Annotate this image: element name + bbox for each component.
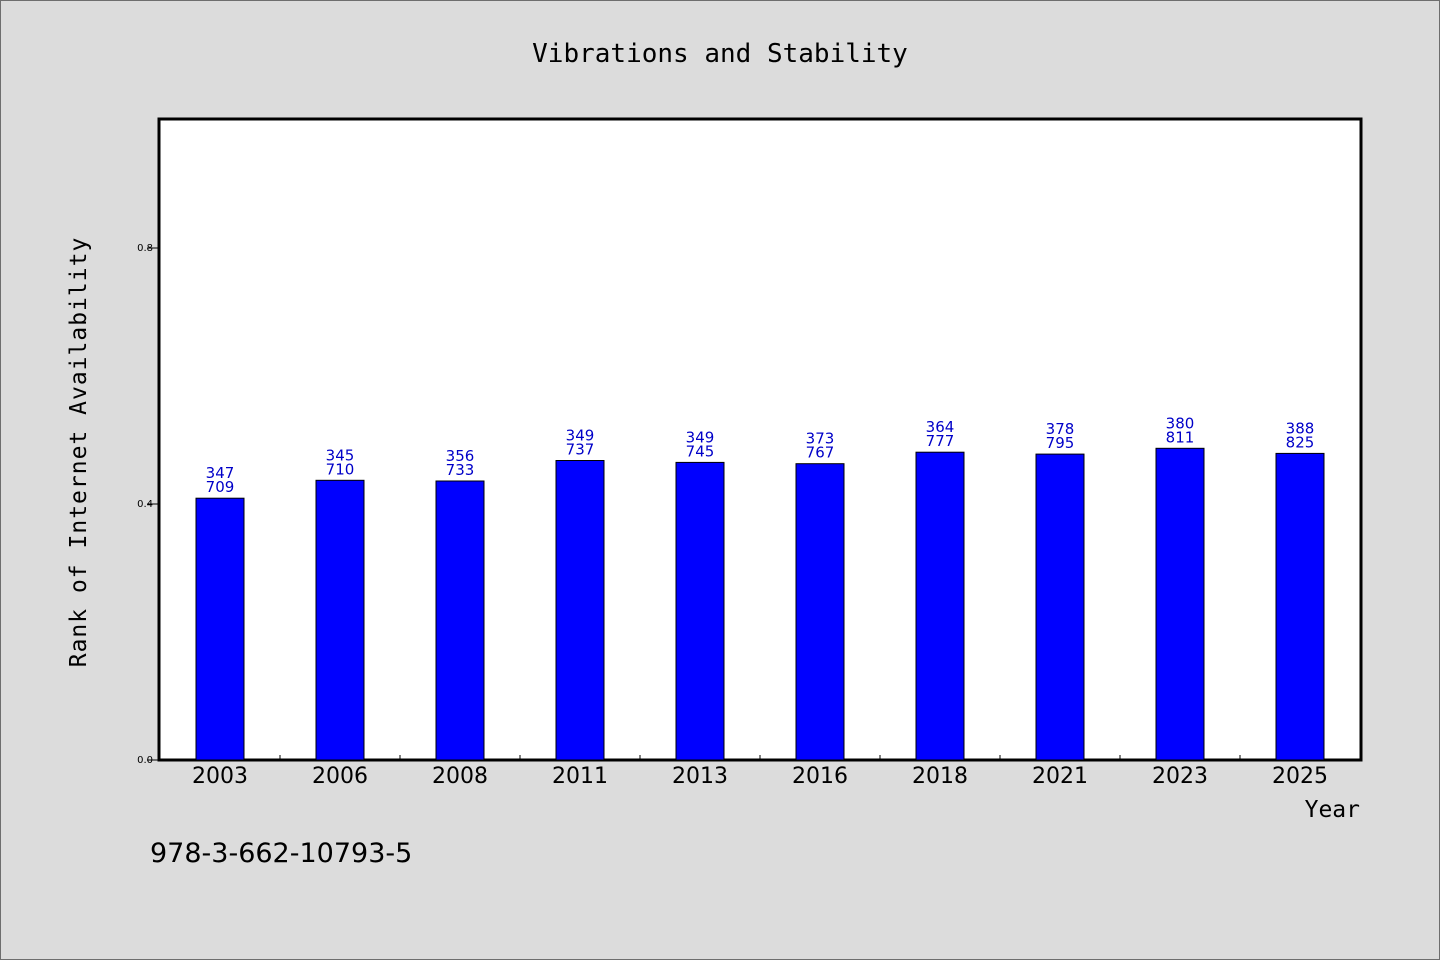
x-tick-label-2008: 2008	[432, 764, 488, 789]
bar-2025	[1275, 452, 1325, 761]
bar-2016	[795, 463, 845, 761]
data-label-2003-top: 347	[206, 464, 235, 482]
data-label-2008-bottom: 733	[446, 461, 475, 479]
data-label-2025-bottom: 825	[1286, 433, 1315, 451]
x-tick-label-2013: 2013	[672, 764, 728, 789]
y-tick-label-2: 0.8	[137, 243, 153, 254]
data-label-2016-bottom: 767	[806, 444, 835, 462]
data-label-2003-bottom: 709	[206, 478, 235, 496]
chart-title: Vibrations and Stability	[532, 39, 908, 69]
bars-layer: 3477093457103567333497373497453737673647…	[195, 414, 1325, 761]
x-tick-label-2023: 2023	[1152, 764, 1208, 789]
bar-2011	[555, 460, 605, 761]
y-axis-label: Rank of Internet Availability	[66, 237, 92, 668]
bar-2006	[315, 479, 365, 761]
x-tick-label-2025: 2025	[1272, 764, 1328, 789]
data-label-2018-bottom: 777	[926, 432, 955, 450]
data-label-2006-bottom: 710	[326, 460, 355, 478]
data-label-2013-bottom: 745	[686, 442, 715, 460]
x-tick-label-2021: 2021	[1032, 764, 1088, 789]
data-label-2023-bottom: 811	[1166, 428, 1195, 446]
bar-2018	[915, 451, 965, 761]
y-tick-label-1: 0.4	[137, 499, 153, 510]
bar-2021	[1035, 453, 1085, 761]
data-label-2021-top: 378	[1046, 420, 1075, 438]
bar-2008	[435, 480, 485, 761]
x-tick-label-2018: 2018	[912, 764, 968, 789]
data-label-2018-top: 364	[926, 418, 955, 436]
x-tick-label-2016: 2016	[792, 764, 848, 789]
data-label-2011-bottom: 737	[566, 441, 595, 459]
x-axis-label: Year	[1305, 797, 1360, 823]
footer-isbn: 978-3-662-10793-5	[150, 838, 412, 869]
data-label-2023-top: 380	[1166, 414, 1195, 432]
bar-2003	[195, 497, 245, 761]
data-label-2021-bottom: 795	[1046, 434, 1075, 452]
data-label-2006-top: 345	[326, 446, 355, 464]
x-tick-label-2003: 2003	[192, 764, 248, 789]
x-tick-label-2011: 2011	[552, 764, 608, 789]
data-label-2008-top: 356	[446, 447, 475, 465]
data-label-2013-top: 349	[686, 428, 715, 446]
y-tick-label-0: 0.0	[137, 755, 153, 766]
x-tick-label-2006: 2006	[312, 764, 368, 789]
bar-2013	[675, 461, 725, 761]
data-label-2025-top: 388	[1286, 419, 1315, 437]
data-label-2011-top: 349	[566, 427, 595, 445]
bar-2023	[1155, 447, 1205, 761]
ticks-layer: 2003 2006 2008 2011 2013 2016 2018 2021 2023 2025…	[137, 243, 1328, 789]
data-label-2016-top: 373	[806, 430, 835, 448]
